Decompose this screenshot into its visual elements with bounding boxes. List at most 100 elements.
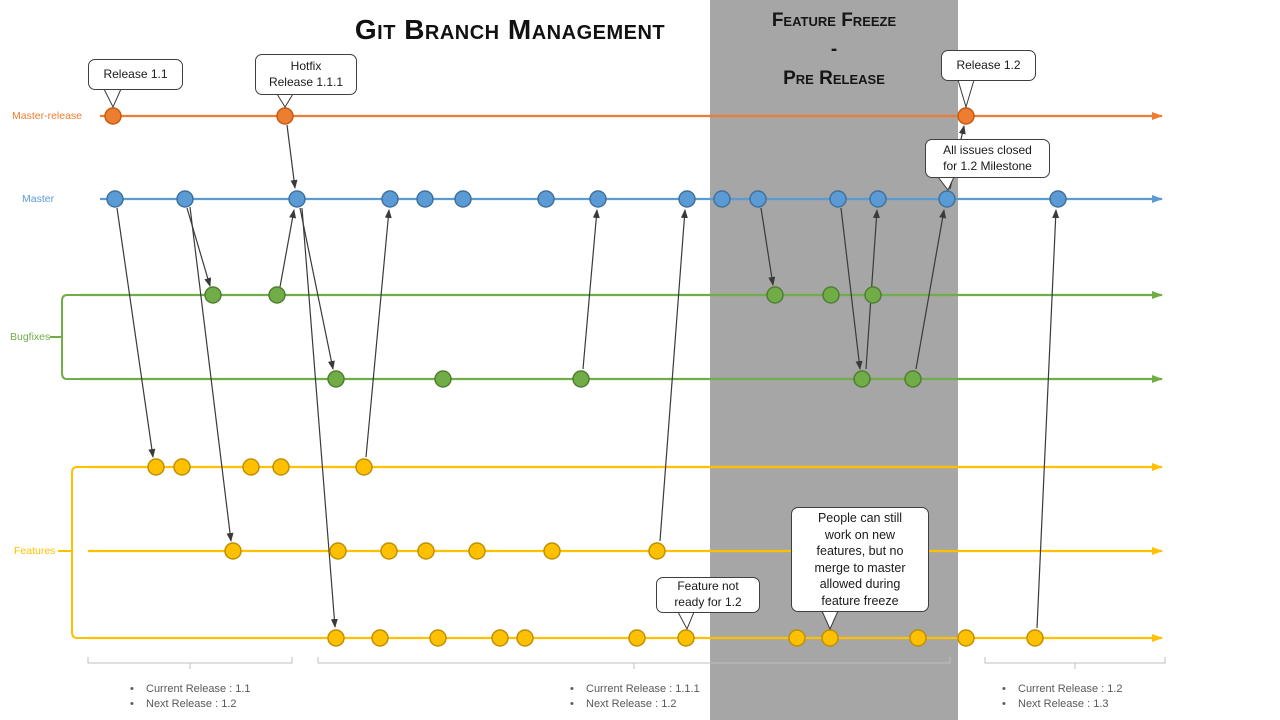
commit-dot-feature-3 (821, 629, 839, 647)
branch-label-features: Features (14, 545, 56, 557)
commit-dot-feature-3 (957, 629, 975, 647)
section-bracket (317, 657, 951, 669)
callout-tail (821, 610, 839, 631)
commit-dot-bugfix-2 (904, 370, 922, 388)
merge-arrow (279, 209, 297, 288)
callout-tail (957, 79, 975, 109)
commit-dot-feature-3 (788, 629, 806, 647)
bullet-icon: • (1002, 698, 1006, 710)
commit-dot-bugfix-1 (268, 286, 286, 304)
commit-dot-feature-3 (909, 629, 927, 647)
callout-feature-freeze-note: People can still work on new features, b… (791, 507, 929, 612)
commit-dot-master-release (104, 107, 122, 125)
commit-dot-master (416, 190, 434, 208)
commit-dot-feature-3 (516, 629, 534, 647)
footnote-line: • Current Release : 1.2 (1002, 682, 1123, 697)
merge-arrow (189, 206, 234, 542)
callout-all-issues-closed: All issues closed for 1.2 Milestone (925, 139, 1050, 178)
merge-arrow (1036, 209, 1060, 629)
commit-dot-feature-1 (147, 458, 165, 476)
commit-dot-master (1049, 190, 1067, 208)
group-brace-bugfixes (50, 294, 80, 380)
commit-dot-bugfix-2 (572, 370, 590, 388)
footnote-text: Current Release : 1.1.1 (586, 683, 700, 695)
footnote-line: • Next Release : 1.2 (130, 697, 251, 712)
commit-dot-bugfix-1 (766, 286, 784, 304)
freeze-label-line1: Feature Freeze (771, 10, 897, 31)
commit-dot-feature-1 (272, 458, 290, 476)
commit-dot-feature-2 (224, 542, 242, 560)
merge-arrow (186, 207, 212, 287)
feature-freeze-label: Feature Freeze - Pre Release (728, 6, 940, 93)
commit-dot-feature-3 (491, 629, 509, 647)
commit-dot-feature-2 (468, 542, 486, 560)
commit-dot-master (454, 190, 472, 208)
commit-dot-feature-2 (380, 542, 398, 560)
commit-dot-feature-1 (242, 458, 260, 476)
commit-dot-master (288, 190, 306, 208)
freeze-label-line2: - (830, 39, 838, 60)
merge-arrow (365, 209, 392, 458)
commit-dot-master (106, 190, 124, 208)
commit-dot-bugfix-2 (434, 370, 452, 388)
commit-dot-feature-3 (677, 629, 695, 647)
callout-tail (276, 93, 294, 108)
commit-dot-feature-2 (648, 542, 666, 560)
callout-feature-not-ready: Feature not ready for 1.2 (656, 577, 760, 613)
branch-label-master: Master (22, 193, 55, 205)
footnote-text: Current Release : 1.1 (146, 683, 251, 695)
footnote-line: • Current Release : 1.1.1 (570, 682, 700, 697)
merge-arrow (915, 209, 947, 370)
commit-dot-master (713, 190, 731, 208)
merge-arrow (659, 209, 688, 542)
commit-dot-feature-2 (417, 542, 435, 560)
callout-release-1-2: Release 1.2 (941, 50, 1036, 81)
merge-arrow (299, 207, 335, 370)
commit-dot-feature-2 (329, 542, 347, 560)
commit-dot-feature-2 (543, 542, 561, 560)
commit-dot-master (381, 190, 399, 208)
merge-arrow (582, 209, 600, 370)
footnote-line: • Next Release : 1.2 (570, 697, 700, 712)
bullet-icon: • (570, 698, 574, 710)
commit-dot-master (589, 190, 607, 208)
commit-dot-feature-1 (173, 458, 191, 476)
merge-arrow (840, 207, 863, 370)
footnote-text: Next Release : 1.3 (1018, 698, 1109, 710)
callout-hotfix-release-1-1-1: Hotfix Release 1.1.1 (255, 54, 357, 95)
commit-dot-master (537, 190, 555, 208)
group-brace-features (58, 466, 88, 639)
commit-dot-bugfix-1 (204, 286, 222, 304)
commit-dot-master (749, 190, 767, 208)
callout-tail (937, 176, 955, 191)
footnote-text: Current Release : 1.2 (1018, 683, 1123, 695)
commit-dot-master-release (957, 107, 975, 125)
bullet-icon: • (130, 698, 134, 710)
bullet-icon: • (570, 683, 574, 695)
bullet-icon: • (1002, 683, 1006, 695)
commit-dot-master (176, 190, 194, 208)
commit-dot-bugfix-2 (327, 370, 345, 388)
callout-release-1-1: Release 1.1 (88, 59, 183, 90)
merge-arrow (301, 207, 338, 628)
merge-arrow (116, 207, 156, 458)
footnote-release-1-1-1: • Current Release : 1.1.1 • Next Release :… (570, 682, 700, 712)
commit-dot-feature-3 (327, 629, 345, 647)
commit-dot-feature-3 (1026, 629, 1044, 647)
merge-arrow (286, 124, 298, 189)
merge-arrow (760, 207, 776, 286)
commit-dot-master (678, 190, 696, 208)
footnote-line: • Next Release : 1.3 (1002, 697, 1123, 712)
footnote-line: • Current Release : 1.1 (130, 682, 251, 697)
callout-tail (677, 611, 695, 631)
branch-label-master-release: Master-release (12, 110, 83, 122)
commit-dot-master (869, 190, 887, 208)
commit-dot-feature-1 (355, 458, 373, 476)
branch-label-bugfixes: Bugfixes (10, 331, 51, 343)
commit-dot-bugfix-1 (864, 286, 882, 304)
commit-dot-feature-3 (628, 629, 646, 647)
commit-dot-master (938, 190, 956, 208)
bullet-icon: • (130, 683, 134, 695)
